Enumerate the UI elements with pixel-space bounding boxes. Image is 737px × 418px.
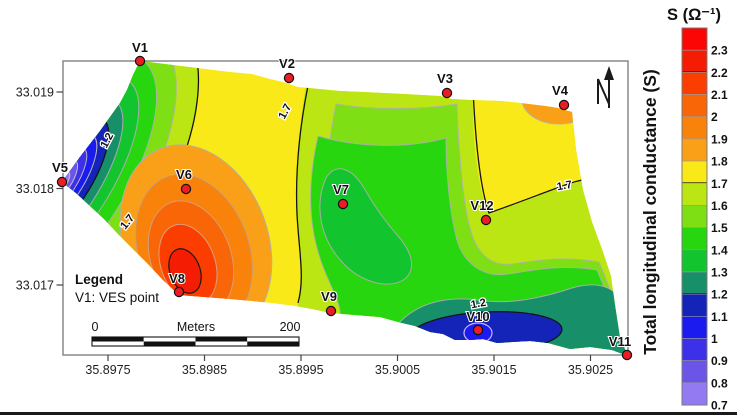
colorbar-cell-1.2 bbox=[682, 272, 707, 294]
x-tick-label: 35.9005 bbox=[375, 363, 420, 377]
scale-bar-end-label: 200 bbox=[280, 320, 301, 334]
legend-title: Legend bbox=[75, 272, 123, 287]
colorbar-tick-label: 1.6 bbox=[711, 199, 728, 213]
legend-entry: V1: VES point bbox=[75, 290, 159, 305]
colorbar-tick-label: 0.7 bbox=[711, 399, 728, 413]
y-axis: 33.019 33.018 33.017 bbox=[16, 86, 63, 293]
x-tick-label: 35.9015 bbox=[471, 363, 516, 377]
y-tick-label: 33.019 bbox=[16, 86, 54, 100]
north-arrow bbox=[598, 66, 614, 108]
north-arrowhead bbox=[604, 66, 614, 80]
ves-point-label-V7: V7 bbox=[333, 182, 349, 197]
ves-point-V7 bbox=[338, 199, 347, 208]
colorbar-tick-label: 1 bbox=[711, 332, 718, 346]
x-tick-label: 35.8985 bbox=[182, 363, 227, 377]
ves-point-label-V9: V9 bbox=[321, 289, 337, 304]
bottom-rule bbox=[0, 412, 737, 415]
colorbar-tick-label: 1.7 bbox=[711, 177, 728, 191]
colorbar-tick-label: 2.1 bbox=[711, 88, 728, 102]
ves-point-V3 bbox=[442, 88, 451, 97]
colorbar-cell-2.3 bbox=[682, 28, 707, 50]
ves-point-V11 bbox=[622, 350, 631, 359]
legend: Legend V1: VES point bbox=[75, 272, 159, 305]
ves-point-V8 bbox=[174, 287, 183, 296]
colorbar-cell-0.9 bbox=[682, 339, 707, 361]
colorbar-tick-label: 1.3 bbox=[711, 265, 728, 279]
x-tick-label: 35.8995 bbox=[278, 363, 323, 377]
colorbar-tick-label: 0.9 bbox=[711, 354, 728, 368]
y-tick-label: 33.018 bbox=[16, 182, 54, 196]
ves-point-label-V3: V3 bbox=[437, 71, 453, 86]
colorbar-tick-label: 1.4 bbox=[711, 243, 728, 257]
ves-point-label-V5: V5 bbox=[52, 160, 68, 175]
colorbar-cell-1.3 bbox=[682, 250, 707, 272]
colorbar-cell-1.8 bbox=[682, 139, 707, 161]
colorbar-cell-2.2 bbox=[682, 50, 707, 72]
ves-point-V5 bbox=[57, 177, 66, 186]
scale-bar-unit-label: Meters bbox=[177, 320, 215, 334]
ves-point-label-V6: V6 bbox=[176, 167, 192, 182]
north-arrow-diagonal bbox=[598, 79, 609, 104]
ves-point-label-V1: V1 bbox=[132, 40, 148, 55]
ves-point-V4 bbox=[559, 100, 568, 109]
ves-point-V10 bbox=[473, 325, 482, 334]
y-tick-label: 33.017 bbox=[16, 279, 54, 293]
scale-bar-start-label: 0 bbox=[92, 320, 99, 334]
colorbar-cell-0.8 bbox=[682, 361, 707, 383]
colorbar-cell-1 bbox=[682, 316, 707, 338]
ves-point-V12 bbox=[481, 215, 490, 224]
band-1.8-1.9-v4 bbox=[522, 74, 596, 124]
colorbar-cell-0.7 bbox=[682, 383, 707, 405]
ves-point-label-V8: V8 bbox=[169, 271, 185, 286]
x-tick-label: 35.8975 bbox=[85, 363, 130, 377]
x-axis: 35.8975 35.8985 35.8995 35.9005 35.9015 35.90… bbox=[85, 355, 613, 377]
colorbar-cell-1.6 bbox=[682, 183, 707, 205]
colorbar-tick-label: 1.8 bbox=[711, 155, 728, 169]
ves-point-label-V12: V12 bbox=[470, 198, 493, 213]
ves-point-label-V2: V2 bbox=[279, 56, 295, 71]
ves-point-V2 bbox=[284, 73, 293, 82]
colorbar-axis-title: Total longitudinal conductance (S) bbox=[640, 69, 660, 355]
ves-point-V1 bbox=[135, 56, 144, 65]
colorbar-cell-1.5 bbox=[682, 205, 707, 227]
ves-point-label-V11: V11 bbox=[609, 334, 631, 349]
colorbar: 2.3 2.2 2.1 2 1.9 1.8 1.7 1.6 1.5 1.4 1.3 1.2 1.1 1 0.… bbox=[682, 28, 728, 413]
ves-point-label-V4: V4 bbox=[552, 83, 569, 98]
colorbar-tick-label: 1.1 bbox=[711, 310, 728, 324]
conductance-contour-map-figure: 35.8975 35.8985 35.8995 35.9005 35.9015 35.90… bbox=[0, 0, 737, 418]
colorbar-tick-label: 2.3 bbox=[711, 44, 728, 58]
colorbar-tick-label: 1.2 bbox=[711, 288, 728, 302]
scale-bar: 0 Meters 200 bbox=[92, 320, 301, 346]
colorbar-tick-label: 1.5 bbox=[711, 221, 728, 235]
colorbar-cell-2.1 bbox=[682, 72, 707, 94]
ves-point-V6 bbox=[181, 184, 190, 193]
ves-point-V9 bbox=[326, 306, 335, 315]
x-tick-label: 35.9025 bbox=[568, 363, 613, 377]
colorbar-tick-label: 1.9 bbox=[711, 132, 728, 146]
colorbar-cell-1.9 bbox=[682, 117, 707, 139]
colorbar-cell-1.7 bbox=[682, 161, 707, 183]
colorbar-tick-label: 0.8 bbox=[711, 376, 728, 390]
colorbar-tick-label: 2.2 bbox=[711, 66, 728, 80]
colorbar-tick-label: 2 bbox=[711, 110, 718, 124]
colorbar-cell-1.1 bbox=[682, 294, 707, 316]
colorbar-cell-1.4 bbox=[682, 228, 707, 250]
colorbar-cell-2 bbox=[682, 95, 707, 117]
ves-point-label-V10: V10 bbox=[466, 309, 489, 324]
scale-bar-checker bbox=[92, 337, 299, 346]
colorbar-title: S (Ω⁻¹) bbox=[667, 6, 721, 24]
